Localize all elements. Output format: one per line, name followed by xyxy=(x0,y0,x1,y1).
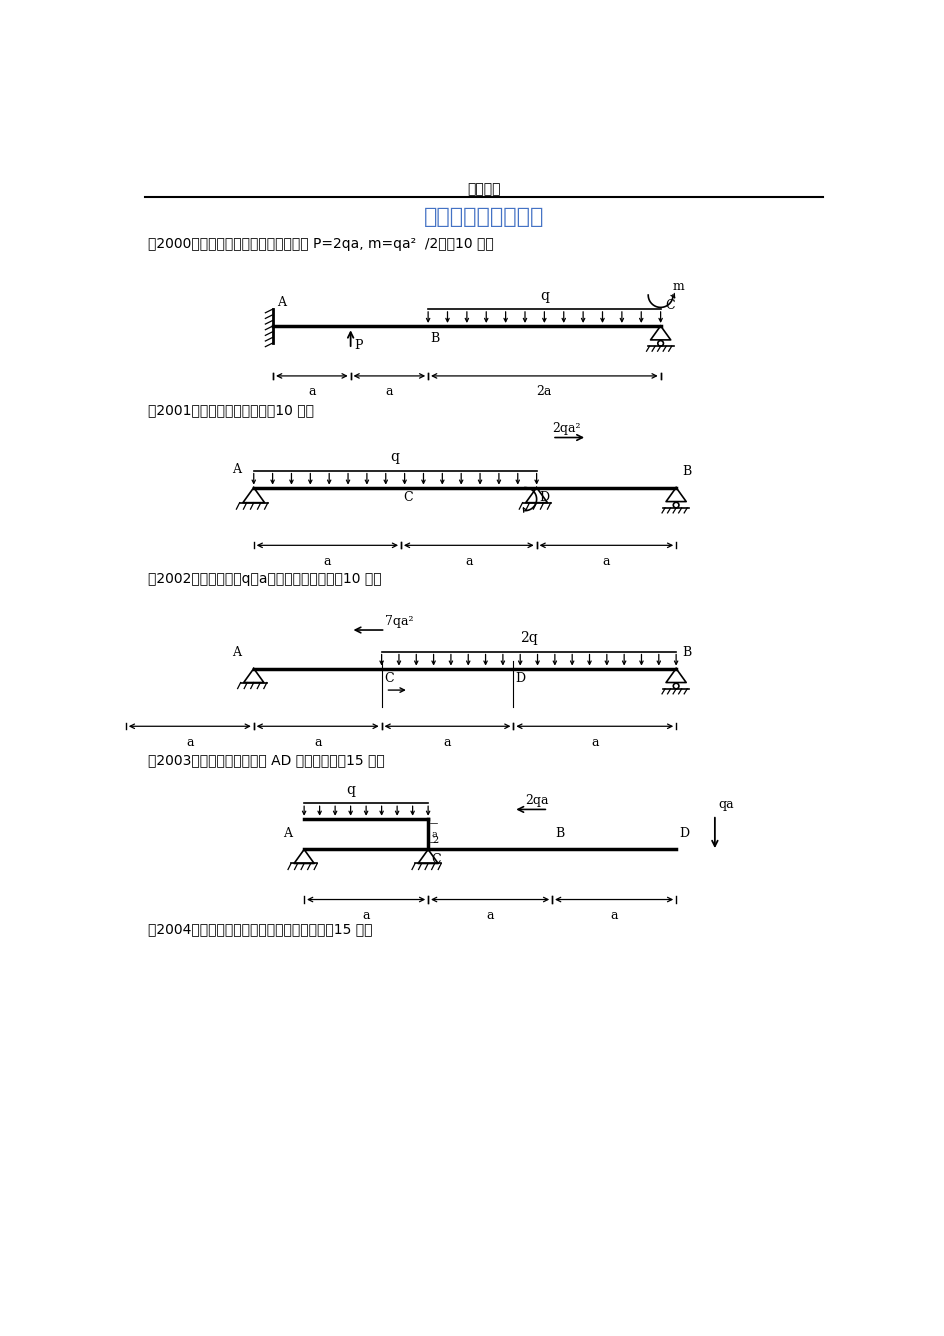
Text: C: C xyxy=(430,854,441,866)
Text: a: a xyxy=(602,554,610,568)
Text: D: D xyxy=(515,672,525,685)
Text: a: a xyxy=(431,830,437,839)
Text: C: C xyxy=(665,299,674,313)
Text: （2000）一、作图示结构的力图，其中 P=2qa, m=qa²  /2。（10 分）: （2000）一、作图示结构的力图，其中 P=2qa, m=qa² /2。（10 … xyxy=(147,238,493,251)
Text: 2: 2 xyxy=(431,835,438,844)
Text: qa: qa xyxy=(718,798,733,811)
Text: A: A xyxy=(232,464,241,476)
Text: a: a xyxy=(464,554,472,568)
Text: 7qa²: 7qa² xyxy=(385,615,413,628)
Text: B: B xyxy=(682,647,691,659)
Text: q: q xyxy=(539,289,548,303)
Text: a: a xyxy=(486,908,494,922)
Text: C: C xyxy=(383,672,393,685)
Text: m: m xyxy=(671,279,683,293)
Text: B: B xyxy=(555,827,564,840)
Text: a: a xyxy=(385,385,393,398)
Text: C: C xyxy=(403,492,413,505)
Text: A: A xyxy=(232,647,241,659)
Text: A: A xyxy=(282,827,292,840)
Text: a: a xyxy=(313,736,321,748)
Text: 2q: 2q xyxy=(519,632,537,645)
Text: a: a xyxy=(323,554,330,568)
Text: a: a xyxy=(308,385,315,398)
Text: （2003）一、做图示结构中 AD 段的力图。（15 分）: （2003）一、做图示结构中 AD 段的力图。（15 分） xyxy=(147,754,384,767)
Text: q: q xyxy=(390,450,399,465)
Text: B: B xyxy=(682,465,691,478)
Text: （2001）一、作梁的力图。（10 分）: （2001）一、作梁的力图。（10 分） xyxy=(147,403,313,417)
Text: B: B xyxy=(430,333,439,345)
Text: a: a xyxy=(444,736,451,748)
Text: 实用文档: 实用文档 xyxy=(466,182,500,196)
Text: P: P xyxy=(354,338,362,351)
Text: 2qa²: 2qa² xyxy=(551,422,580,436)
Text: a: a xyxy=(610,908,617,922)
Text: q: q xyxy=(346,783,355,798)
Text: D: D xyxy=(679,827,688,840)
Text: 题型一：力图的绘制: 题型一：力图的绘制 xyxy=(423,207,544,227)
Text: a: a xyxy=(590,736,598,748)
Text: D: D xyxy=(539,492,549,505)
Text: 2qa: 2qa xyxy=(524,794,548,807)
Text: A: A xyxy=(277,297,286,309)
Text: （2002）一、已知：q、a，试作梁的力图。（10 分）: （2002）一、已知：q、a，试作梁的力图。（10 分） xyxy=(147,572,380,587)
Text: a: a xyxy=(362,908,369,922)
Text: （2004）一、画图示梁的剪力图和弯矩图。（15 分）: （2004）一、画图示梁的剪力图和弯矩图。（15 分） xyxy=(147,923,372,937)
Text: a: a xyxy=(186,736,194,748)
Text: 2a: 2a xyxy=(536,385,551,398)
